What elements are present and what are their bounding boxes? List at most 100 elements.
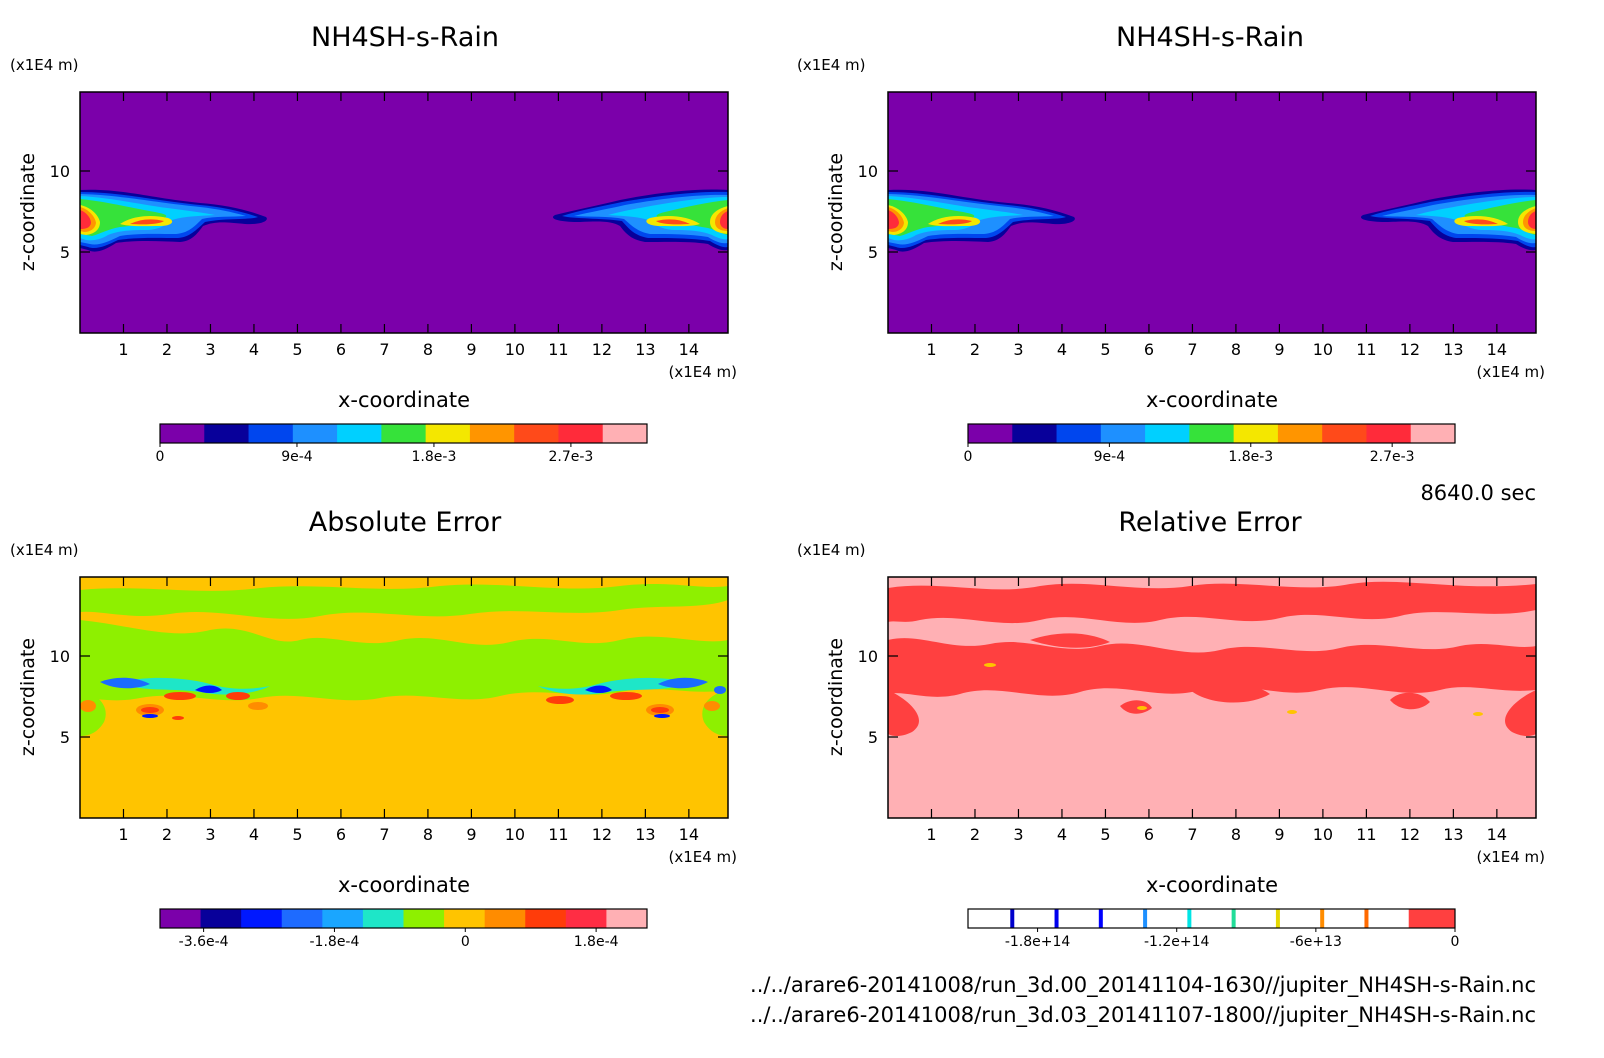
colorbar-segment bbox=[1189, 909, 1235, 928]
colorbar-segment bbox=[1100, 424, 1146, 443]
colorbar-segment bbox=[1012, 909, 1058, 928]
x-tick-labels: 1 2 3 4 5 6 7 8 9 10 11 12 13 14 bbox=[118, 340, 699, 359]
x-ticks bbox=[122, 577, 690, 818]
colorbar-tick-label: -6e+13 bbox=[1290, 934, 1342, 950]
colorbar-segment bbox=[1366, 424, 1412, 443]
colorbar-tick-label: 0 bbox=[461, 934, 470, 950]
panel-bottom-right: Relative Error (x1E4 m) 1 2 3 4 5 6 7 8 9 10 11 12 1… bbox=[797, 507, 1545, 950]
colorbar-segment bbox=[1410, 424, 1456, 443]
colorbar-segment bbox=[362, 909, 404, 928]
x-tick-label: 3 bbox=[205, 340, 215, 359]
colorbar-segment bbox=[1410, 909, 1456, 928]
y-axis-label: z-coordinate bbox=[17, 153, 39, 271]
x-tick-label: 4 bbox=[1057, 340, 1067, 359]
colorbar-segment bbox=[514, 424, 559, 443]
colorbar-segment bbox=[425, 424, 471, 443]
colorbar-tick-label: 0 bbox=[1451, 934, 1460, 950]
panel-top-right: NH4SH-s-Rain (x1E4 m) bbox=[797, 22, 1545, 465]
colorbar-segment bbox=[602, 424, 648, 443]
x-tick-label: 7 bbox=[1187, 340, 1197, 359]
y-unit-label: (x1E4 m) bbox=[797, 541, 866, 559]
x-tick-label: 3 bbox=[205, 825, 215, 844]
colorbar-frame bbox=[159, 423, 648, 444]
x-tick-label: 5 bbox=[1100, 825, 1110, 844]
cloud-field bbox=[888, 189, 1536, 252]
colorbar-tick-label: 9e-4 bbox=[1094, 449, 1126, 465]
colorbar-segment bbox=[322, 909, 364, 928]
colorbar-level-line bbox=[1275, 909, 1280, 928]
x-unit-label: (x1E4 m) bbox=[668, 363, 737, 381]
y-tick-label: 10 bbox=[50, 647, 70, 666]
colorbar-segment bbox=[1012, 424, 1058, 443]
plot-frame bbox=[79, 91, 729, 334]
plot-frame bbox=[887, 91, 1537, 334]
y-axis-label: z-coordinate bbox=[825, 638, 847, 756]
x-tick-label: 14 bbox=[679, 340, 699, 359]
x-tick-label: 9 bbox=[1274, 340, 1284, 359]
x-tick-label: 2 bbox=[162, 825, 172, 844]
colorbar: -3.6e-4 -1.8e-4 0 1.8e-4 bbox=[159, 908, 648, 950]
x-tick-label: 13 bbox=[1443, 340, 1463, 359]
y-tick-label: 5 bbox=[60, 243, 70, 262]
colorbar-segment bbox=[292, 424, 338, 443]
colorbar-segment bbox=[281, 909, 323, 928]
x-tick-label: 8 bbox=[1231, 825, 1241, 844]
colorbar-tick-label: 1.8e-3 bbox=[412, 449, 457, 465]
y-tick-label: 5 bbox=[60, 728, 70, 747]
colorbar-segment bbox=[444, 909, 486, 928]
y-unit-label: (x1E4 m) bbox=[797, 56, 866, 74]
x-tick-label: 14 bbox=[1487, 825, 1507, 844]
panel-title: Relative Error bbox=[1118, 507, 1302, 538]
x-tick-label: 12 bbox=[1400, 825, 1420, 844]
colorbar-segment bbox=[1322, 424, 1367, 443]
x-tick-label: 9 bbox=[1274, 825, 1284, 844]
x-tick-label: 1 bbox=[118, 825, 128, 844]
x-tick-label: 10 bbox=[1313, 340, 1333, 359]
x-tick-labels: 1 2 3 4 5 6 7 8 9 10 11 12 13 14 bbox=[926, 340, 1507, 359]
colorbar-segment bbox=[1056, 424, 1102, 443]
x-unit-label: (x1E4 m) bbox=[1476, 848, 1545, 866]
panel-top-left: NH4SH-s-Rain (x1E4 m) bbox=[10, 22, 737, 465]
x-ticks bbox=[930, 577, 1498, 818]
colorbar-segment bbox=[484, 909, 526, 928]
x-tick-label: 10 bbox=[505, 825, 525, 844]
colorbar-segment bbox=[525, 909, 567, 928]
colorbar-segment bbox=[1277, 909, 1323, 928]
x-tick-label: 13 bbox=[635, 340, 655, 359]
colorbar-segment bbox=[558, 424, 604, 443]
colorbar-segment bbox=[200, 909, 242, 928]
colorbar-tick-label: -1.2e+14 bbox=[1144, 934, 1210, 950]
colorbar: -1.8e+14 -1.2e+14 -6e+13 0 bbox=[967, 908, 1460, 950]
x-tick-label: 7 bbox=[1187, 825, 1197, 844]
x-tick-label: 1 bbox=[926, 825, 936, 844]
colorbar-frame bbox=[967, 423, 1456, 444]
colorbar-tick-label: 0 bbox=[156, 449, 165, 465]
colorbar-segment bbox=[403, 909, 445, 928]
colorbar-level-line bbox=[1054, 909, 1059, 928]
x-tick-label: 9 bbox=[466, 340, 476, 359]
cloud-left bbox=[80, 189, 267, 252]
x-tick-label: 1 bbox=[118, 340, 128, 359]
y-unit-label: (x1E4 m) bbox=[10, 541, 79, 559]
file-path-2: ../../arare6-20141008/run_3d.03_20141107… bbox=[750, 1003, 1536, 1028]
x-tick-label: 1 bbox=[926, 340, 936, 359]
colorbar-segment bbox=[606, 909, 648, 928]
y-tick-label: 10 bbox=[50, 162, 70, 181]
x-ticks bbox=[122, 92, 690, 333]
colorbar-segment bbox=[381, 424, 427, 443]
x-tick-label: 4 bbox=[1057, 825, 1067, 844]
x-tick-label: 5 bbox=[292, 825, 302, 844]
x-tick-label: 11 bbox=[1356, 340, 1376, 359]
colorbar-segment bbox=[1056, 909, 1102, 928]
colorbar-segment bbox=[1189, 424, 1235, 443]
x-tick-label: 8 bbox=[423, 340, 433, 359]
y-tick-label: 5 bbox=[868, 243, 878, 262]
axis-ticks bbox=[80, 170, 728, 253]
x-tick-label: 7 bbox=[379, 825, 389, 844]
y-tick-label: 10 bbox=[858, 162, 878, 181]
x-axis-label: x-coordinate bbox=[338, 388, 470, 412]
colorbar-segment bbox=[248, 424, 294, 443]
colorbar-level-line bbox=[1364, 909, 1369, 928]
colorbar-segment bbox=[565, 909, 607, 928]
colorbar-level-line bbox=[1320, 909, 1325, 928]
